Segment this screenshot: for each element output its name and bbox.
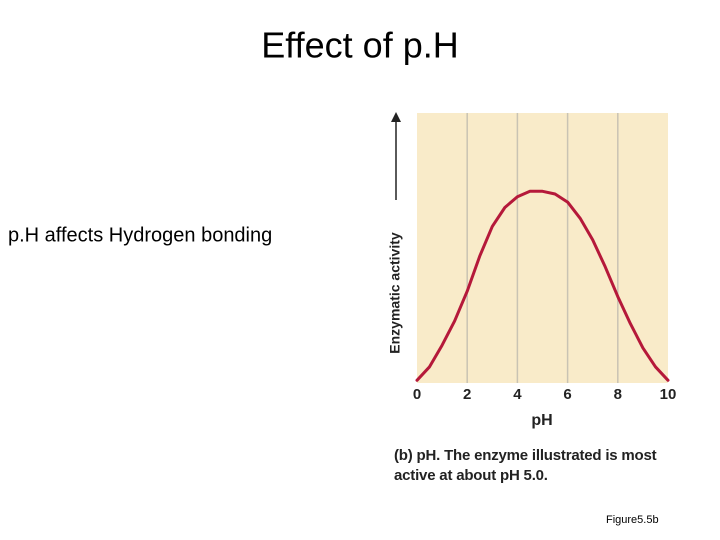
x-axis-label: pH bbox=[531, 412, 552, 429]
x-tick-label: 10 bbox=[660, 386, 677, 403]
slide-title: Effect of p.H bbox=[261, 25, 458, 66]
bullet: p.H affects Hydrogen bonding bbox=[8, 224, 272, 246]
arrowhead bbox=[391, 112, 401, 122]
x-tick-label: 6 bbox=[563, 386, 571, 403]
x-tick-label: 0 bbox=[413, 386, 421, 403]
caption-label: (b) pH. bbox=[394, 447, 441, 464]
figure-label: Figure5.5b bbox=[606, 514, 659, 526]
x-tick-label: 2 bbox=[463, 386, 471, 403]
caption: (b) pH. The enzyme illustrated is most a… bbox=[394, 446, 686, 486]
x-tick-label: 4 bbox=[513, 386, 522, 403]
activity-curve bbox=[415, 189, 670, 382]
plot-area bbox=[417, 113, 668, 383]
x-tick-label: 8 bbox=[614, 386, 622, 403]
y-axis-label: Enzymatic activity bbox=[387, 232, 403, 354]
caption-text: The enzyme illustrated is most active at… bbox=[394, 447, 657, 484]
